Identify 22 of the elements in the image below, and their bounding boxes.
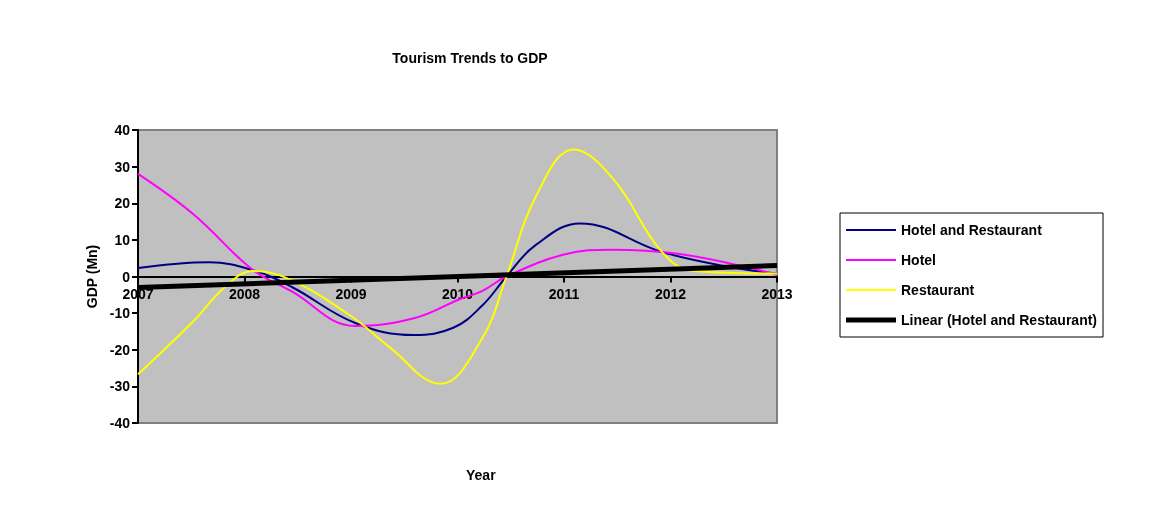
x-tick-label: 2008 <box>228 285 261 302</box>
y-tick-label: 30 <box>114 158 131 175</box>
legend-label: Hotel <box>901 252 936 268</box>
x-tick-label: 2011 <box>548 285 580 302</box>
y-tick-label: -40 <box>109 415 131 431</box>
legend-label: Restaurant <box>901 282 975 298</box>
x-axis-title: Year <box>466 467 497 483</box>
y-tick-label: 10 <box>114 231 131 248</box>
y-tick-label: -10 <box>109 305 131 322</box>
y-tick-label: -30 <box>109 378 131 395</box>
y-tick-label: 20 <box>114 195 131 212</box>
x-tick-label: 2012 <box>654 285 687 302</box>
y-tick-label: 40 <box>114 122 131 138</box>
x-tick-label: 2009 <box>335 285 367 302</box>
y-tick-label: 0 <box>122 268 131 285</box>
chart-title: Tourism Trends to GDP <box>392 50 548 66</box>
x-tick-label: 2010 <box>441 285 474 302</box>
legend-label: Hotel and Restaurant <box>901 222 1043 238</box>
legend-label: Linear (Hotel and Restaurant) <box>901 312 1098 328</box>
x-tick-label: 2013 <box>761 285 793 302</box>
y-axis-title: GDP (Mn) <box>83 244 100 309</box>
y-tick-label: -20 <box>109 341 131 358</box>
